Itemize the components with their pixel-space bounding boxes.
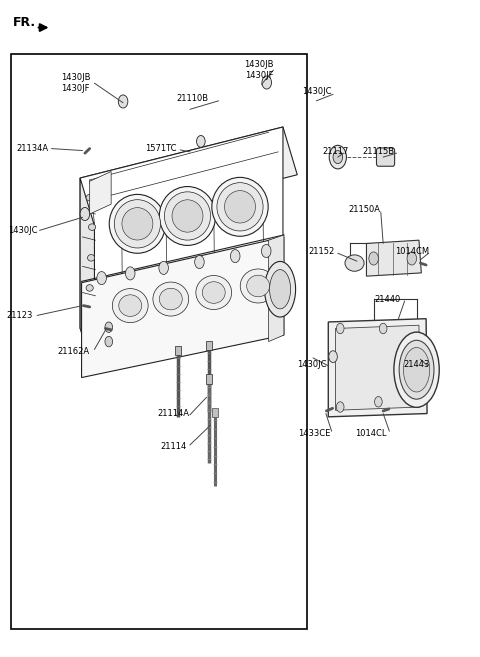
Ellipse shape — [159, 187, 216, 246]
Ellipse shape — [87, 254, 95, 261]
Text: 21123: 21123 — [6, 311, 33, 320]
Text: FR.: FR. — [13, 16, 36, 29]
FancyBboxPatch shape — [205, 374, 212, 384]
Circle shape — [262, 244, 271, 258]
Ellipse shape — [119, 295, 142, 317]
Circle shape — [407, 252, 417, 265]
Circle shape — [329, 145, 347, 169]
FancyBboxPatch shape — [206, 341, 212, 350]
Ellipse shape — [196, 275, 232, 309]
Ellipse shape — [159, 288, 182, 310]
Ellipse shape — [88, 224, 96, 231]
Ellipse shape — [202, 282, 225, 304]
Circle shape — [105, 336, 113, 347]
FancyBboxPatch shape — [376, 148, 395, 166]
Polygon shape — [82, 237, 284, 378]
Circle shape — [80, 208, 90, 221]
Circle shape — [105, 322, 113, 332]
Text: 1430JC: 1430JC — [8, 226, 37, 235]
Text: 1430JC: 1430JC — [301, 87, 331, 96]
Ellipse shape — [114, 200, 160, 248]
Text: 1014CL: 1014CL — [356, 428, 387, 438]
FancyBboxPatch shape — [175, 346, 181, 355]
Polygon shape — [269, 235, 284, 342]
Circle shape — [125, 267, 135, 280]
Text: 21114A: 21114A — [157, 409, 189, 418]
Polygon shape — [90, 171, 111, 214]
Ellipse shape — [122, 208, 153, 240]
Circle shape — [369, 252, 378, 265]
Polygon shape — [328, 319, 427, 417]
Ellipse shape — [225, 191, 255, 223]
Text: 21114: 21114 — [160, 442, 186, 451]
Text: 1430JB
1430JF: 1430JB 1430JF — [60, 74, 90, 93]
Text: 21440: 21440 — [375, 294, 401, 304]
Text: 21150A: 21150A — [348, 205, 380, 214]
Ellipse shape — [86, 194, 93, 201]
Circle shape — [374, 397, 382, 407]
Circle shape — [118, 95, 128, 108]
Text: 21162A: 21162A — [57, 347, 89, 356]
Ellipse shape — [112, 288, 148, 323]
Text: 21152: 21152 — [308, 247, 334, 256]
Polygon shape — [366, 240, 421, 276]
Ellipse shape — [86, 284, 93, 291]
Circle shape — [197, 135, 205, 147]
Bar — [11, 54, 307, 629]
Polygon shape — [336, 325, 420, 410]
Text: 1430JB
1430JF: 1430JB 1430JF — [244, 60, 274, 79]
Text: 21443: 21443 — [403, 360, 430, 369]
Ellipse shape — [212, 177, 268, 237]
Polygon shape — [80, 178, 95, 374]
Circle shape — [195, 256, 204, 269]
Text: 1433CE: 1433CE — [298, 428, 330, 438]
Text: 1571TC: 1571TC — [145, 144, 177, 153]
Text: 21134A: 21134A — [16, 144, 48, 153]
Text: 21117: 21117 — [322, 147, 348, 156]
Ellipse shape — [399, 340, 434, 399]
Polygon shape — [80, 127, 297, 226]
Ellipse shape — [172, 200, 203, 232]
Circle shape — [379, 323, 387, 334]
Ellipse shape — [109, 194, 166, 253]
Ellipse shape — [264, 261, 296, 317]
Text: 21110B: 21110B — [176, 94, 208, 102]
Circle shape — [97, 271, 107, 284]
Text: 21115B: 21115B — [362, 147, 395, 156]
Circle shape — [262, 76, 272, 89]
Circle shape — [336, 323, 344, 334]
Circle shape — [329, 351, 337, 363]
Circle shape — [336, 402, 344, 412]
Polygon shape — [80, 127, 283, 328]
Ellipse shape — [165, 192, 211, 240]
Ellipse shape — [270, 269, 290, 309]
Circle shape — [159, 261, 168, 275]
Ellipse shape — [240, 269, 276, 303]
Ellipse shape — [153, 282, 189, 316]
Ellipse shape — [404, 348, 430, 392]
Ellipse shape — [394, 332, 439, 407]
Circle shape — [333, 150, 343, 164]
Text: 1430JC: 1430JC — [297, 360, 326, 369]
Ellipse shape — [247, 275, 270, 297]
Ellipse shape — [345, 255, 364, 271]
Ellipse shape — [217, 183, 263, 231]
Text: 1014CM: 1014CM — [395, 247, 429, 256]
Circle shape — [230, 250, 240, 263]
FancyBboxPatch shape — [212, 407, 218, 417]
